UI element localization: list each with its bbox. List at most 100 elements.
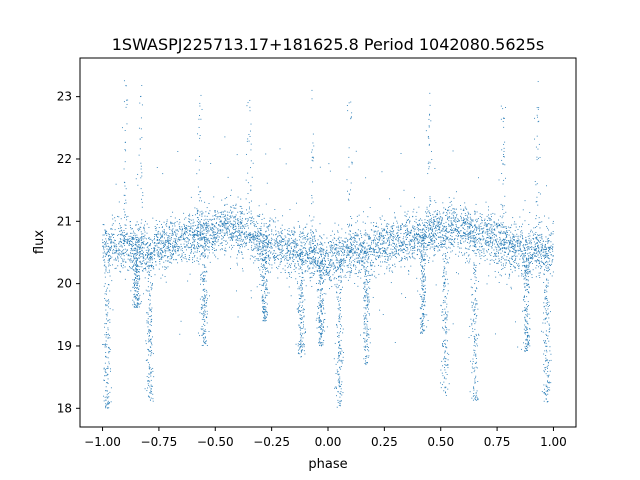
data-point [327, 274, 329, 276]
data-point [403, 248, 405, 250]
data-point [342, 271, 344, 273]
data-point [445, 231, 447, 233]
data-point [331, 248, 333, 250]
data-point [127, 240, 129, 242]
data-point [483, 255, 485, 257]
data-point [373, 249, 375, 251]
data-point [235, 225, 237, 227]
data-point [282, 241, 284, 243]
data-point [402, 241, 404, 243]
data-point [330, 250, 332, 252]
data-point [479, 253, 481, 255]
data-point [305, 260, 307, 262]
data-point [182, 228, 183, 230]
data-point [185, 227, 187, 228]
data-point [290, 265, 292, 267]
data-point [416, 211, 418, 213]
data-point [436, 222, 438, 224]
data-point [275, 230, 277, 232]
data-point [406, 247, 407, 248]
data-point [521, 226, 523, 228]
data-point [407, 233, 409, 235]
data-point [299, 239, 301, 241]
data-point [391, 232, 393, 234]
data-point [229, 236, 231, 238]
data-point [394, 216, 396, 218]
data-point [478, 233, 480, 235]
data-point [244, 241, 246, 243]
data-point [364, 229, 366, 231]
data-point [524, 277, 526, 279]
data-point [124, 224, 126, 226]
data-point [414, 221, 416, 222]
data-point [447, 216, 449, 218]
data-point [469, 231, 471, 233]
data-point [428, 229, 430, 231]
data-point [422, 239, 423, 241]
data-point [187, 225, 189, 227]
data-point [536, 260, 538, 262]
data-point [103, 234, 105, 236]
data-point [181, 258, 182, 260]
data-point [214, 254, 216, 256]
data-point [193, 256, 195, 258]
data-point [431, 238, 433, 240]
data-point [387, 228, 389, 230]
data-point [157, 242, 159, 244]
data-point [269, 225, 271, 227]
data-point [428, 262, 430, 263]
data-point [489, 253, 491, 255]
data-point [507, 253, 509, 255]
data-point [186, 231, 188, 232]
data-point [232, 235, 234, 237]
data-point [393, 222, 394, 224]
data-point [237, 231, 239, 233]
data-point [536, 237, 538, 239]
data-point [233, 227, 235, 228]
data-point [127, 258, 129, 260]
data-point [532, 254, 534, 256]
data-point [254, 224, 256, 226]
data-point [463, 223, 465, 224]
data-point [452, 244, 454, 246]
data-point [424, 237, 426, 239]
data-point [349, 263, 351, 265]
data-point [412, 247, 414, 249]
data-point [356, 233, 358, 235]
data-point [330, 259, 332, 261]
data-point [474, 224, 475, 226]
data-point [196, 245, 198, 247]
data-point [529, 257, 531, 259]
data-point [519, 249, 521, 251]
data-point [321, 238, 323, 240]
data-point [324, 270, 325, 272]
data-point [238, 250, 240, 251]
data-point [548, 248, 550, 250]
data-point [323, 274, 325, 276]
data-point [421, 239, 423, 241]
data-point [361, 245, 363, 247]
data-point [240, 227, 242, 229]
data-point [243, 226, 245, 228]
data-point [342, 244, 344, 246]
data-point [307, 233, 309, 235]
data-point [505, 242, 507, 244]
data-point [147, 255, 148, 257]
data-point [519, 258, 521, 260]
data-point [361, 258, 363, 260]
data-point [514, 244, 516, 246]
data-point [323, 257, 325, 259]
data-point [360, 233, 362, 235]
data-point [374, 246, 376, 248]
data-point [133, 257, 135, 259]
data-point [362, 256, 364, 258]
data-point [389, 255, 391, 257]
data-point [456, 229, 458, 231]
data-point [501, 264, 502, 266]
data-point [497, 241, 499, 243]
data-point [490, 242, 491, 244]
data-point [213, 226, 215, 228]
data-point [467, 226, 469, 228]
data-point [426, 255, 428, 257]
data-point [333, 253, 335, 254]
